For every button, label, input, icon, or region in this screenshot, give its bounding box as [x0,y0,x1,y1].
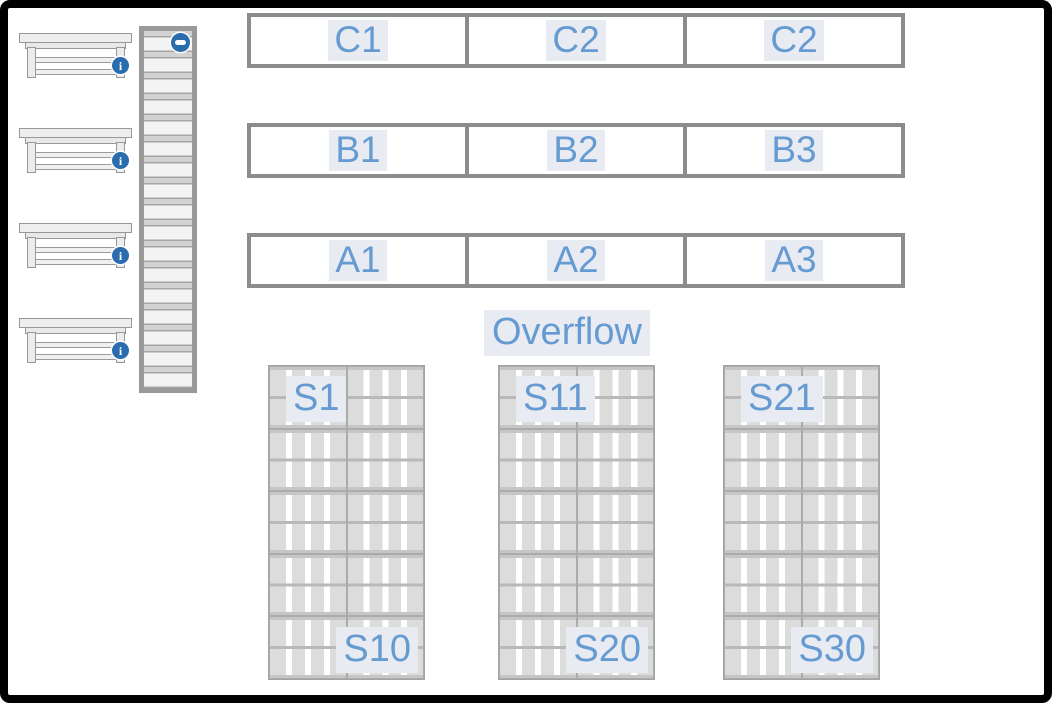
pallet-slot[interactable] [724,553,802,617]
slot-label: C2 [546,20,606,61]
bench-shelf-rail [35,152,118,158]
shelf-slot-b3[interactable]: B3 [683,127,901,174]
shelf-slot-a1[interactable]: A1 [251,237,465,284]
pallet-slot[interactable] [724,428,802,492]
pallet-slot[interactable] [576,491,654,554]
pallet-slot[interactable] [346,553,424,617]
info-icon[interactable]: i [112,152,129,169]
shelf-slot-c2b[interactable]: C2 [683,17,901,64]
pallet-range-end-label: S20 [566,627,648,673]
shelf-slot-a2[interactable]: A2 [465,237,683,284]
pallet-range-start-label: S1 [286,376,347,422]
shelf-slot-a3[interactable]: A3 [683,237,901,284]
workbench-icon-1[interactable]: i [19,33,132,78]
pallet-slot[interactable] [801,491,879,554]
info-glyph: i [118,248,123,263]
pallet-slot[interactable] [269,553,347,617]
bench-shelf-rail [35,164,118,170]
pallet-block-s11-s20: S11 S20 [498,365,655,680]
pallet-slot[interactable] [269,616,347,679]
pallet-slot[interactable] [346,428,424,492]
pallet-slot[interactable] [499,491,577,554]
slot-label: A1 [329,240,387,281]
pallet-slot[interactable] [576,553,654,617]
pallet-range-start-label: S11 [516,376,595,422]
slot-label: B2 [547,130,605,171]
shelf-row-c: C1 C2 C2 [247,13,905,68]
info-icon[interactable]: i [112,342,129,359]
pallet-slot[interactable] [801,553,879,617]
bench-shelf-rail [35,259,118,265]
bench-shelf-rail [35,247,118,253]
workbench-icon-3[interactable]: i [19,223,132,268]
bench-shelf-rail [35,342,118,348]
slot-label: C1 [328,20,388,61]
pallet-slot[interactable] [346,366,424,429]
pallet-slot[interactable] [576,428,654,492]
pallet-slot[interactable] [724,491,802,554]
pallet-slot[interactable] [346,491,424,554]
info-glyph: i [118,58,123,73]
bench-apron [25,42,126,49]
bench-apron [25,137,126,144]
slot-label: C2 [764,20,824,61]
bench-shelf-rail [35,69,118,75]
pallet-slot[interactable] [499,553,577,617]
shelf-slot-b2[interactable]: B2 [465,127,683,174]
overflow-area-label: Overflow [484,310,650,356]
slot-label: A2 [547,240,605,281]
workbench-icon-4[interactable]: i [19,318,132,363]
rack-badge-icon[interactable] [171,33,190,52]
pallet-slot[interactable] [269,428,347,492]
shelf-slot-c2[interactable]: C2 [465,17,683,64]
shelf-slot-c1[interactable]: C1 [251,17,465,64]
info-icon[interactable]: i [112,247,129,264]
bench-shelf-rail [35,57,118,63]
vertical-rack[interactable] [139,26,197,393]
slot-label: A3 [765,240,823,281]
pallet-slot[interactable] [499,428,577,492]
info-glyph: i [118,153,123,168]
workbench-icon-2[interactable]: i [19,128,132,173]
slot-label: B3 [765,130,823,171]
pallet-slot[interactable] [801,428,879,492]
pallet-range-end-label: S10 [336,627,418,673]
bench-shelf-rail [35,354,118,360]
info-icon[interactable]: i [112,57,129,74]
info-glyph: i [118,343,123,358]
slot-label: B1 [329,130,387,171]
pallet-slot[interactable] [269,491,347,554]
bench-apron [25,232,126,239]
bench-apron [25,327,126,334]
pallet-slot[interactable] [499,616,577,679]
pallet-range-start-label: S21 [741,376,823,422]
dash-icon [175,40,186,45]
pallet-block-s21-s30: S21 S30 [723,365,880,680]
shelf-row-b: B1 B2 B3 [247,123,905,178]
pallet-range-end-label: S30 [791,627,873,673]
shelf-slot-b1[interactable]: B1 [251,127,465,174]
pallet-slot[interactable] [724,616,802,679]
shelf-row-a: A1 A2 A3 [247,233,905,288]
pallet-block-s1-s10: S1 S10 [268,365,425,680]
